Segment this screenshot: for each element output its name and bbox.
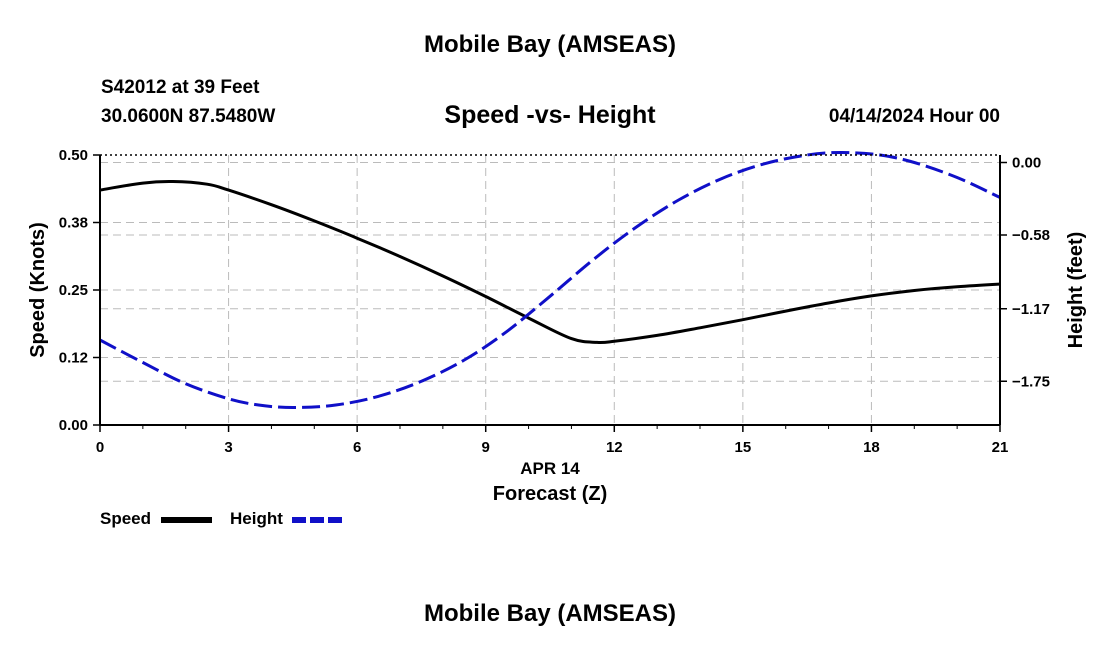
y2-tick-label: −0.58 bbox=[1012, 227, 1050, 244]
y-tick-label: 0.38 bbox=[59, 215, 88, 232]
x-tick-label: 0 bbox=[96, 439, 104, 456]
y-tick-label: 0.00 bbox=[59, 417, 88, 434]
axes bbox=[93, 154, 1007, 432]
height-series-line bbox=[99, 151, 1001, 409]
x-tick-label: 21 bbox=[992, 439, 1009, 456]
y2-tick-label: −1.75 bbox=[1012, 373, 1050, 390]
x-tick-label: 15 bbox=[735, 439, 752, 456]
legend-height-label: Height bbox=[230, 509, 283, 528]
y-tick-label: 0.50 bbox=[59, 147, 88, 164]
x-tick-label: 12 bbox=[606, 439, 623, 456]
station-label: S42012 at 39 Feet bbox=[101, 77, 260, 98]
tick-labels: 0 3 6 9 12 15 18 21 0.00 0.12 0.25 0.38 0.50 0.00 −0.5… bbox=[59, 147, 1050, 456]
chart-subtitle: Speed -vs- Height bbox=[444, 101, 656, 129]
y-axis-label: Speed (Knots) bbox=[27, 222, 49, 358]
grid-lines bbox=[100, 155, 1000, 425]
y-tick-label: 0.25 bbox=[59, 282, 88, 299]
speed-series-line bbox=[99, 179, 1001, 345]
y-tick-label: 0.12 bbox=[59, 350, 88, 367]
x-tick-label: 18 bbox=[863, 439, 880, 456]
x-axis-date-label: APR 14 bbox=[520, 459, 580, 478]
y2-axis-label: Height (feet) bbox=[1065, 232, 1087, 349]
chart-title-bottom: Mobile Bay (AMSEAS) bbox=[423, 600, 677, 627]
x-tick-label: 3 bbox=[224, 439, 232, 456]
x-tick-label: 9 bbox=[482, 439, 490, 456]
y2-tick-label: 0.00 bbox=[1012, 155, 1041, 172]
legend-speed-label: Speed bbox=[100, 509, 152, 528]
series-layer bbox=[99, 151, 1001, 409]
forecast-datetime: 04/14/2024 Hour 00 bbox=[828, 106, 1000, 127]
y2-tick-label: −1.17 bbox=[1012, 301, 1050, 318]
x-axis-label: Forecast (Z) bbox=[493, 483, 607, 505]
x-tick-label: 6 bbox=[353, 439, 361, 456]
coordinates-label: 30.0600N 87.5480W bbox=[101, 106, 276, 127]
chart-title-top: Mobile Bay (AMSEAS) bbox=[423, 31, 677, 58]
